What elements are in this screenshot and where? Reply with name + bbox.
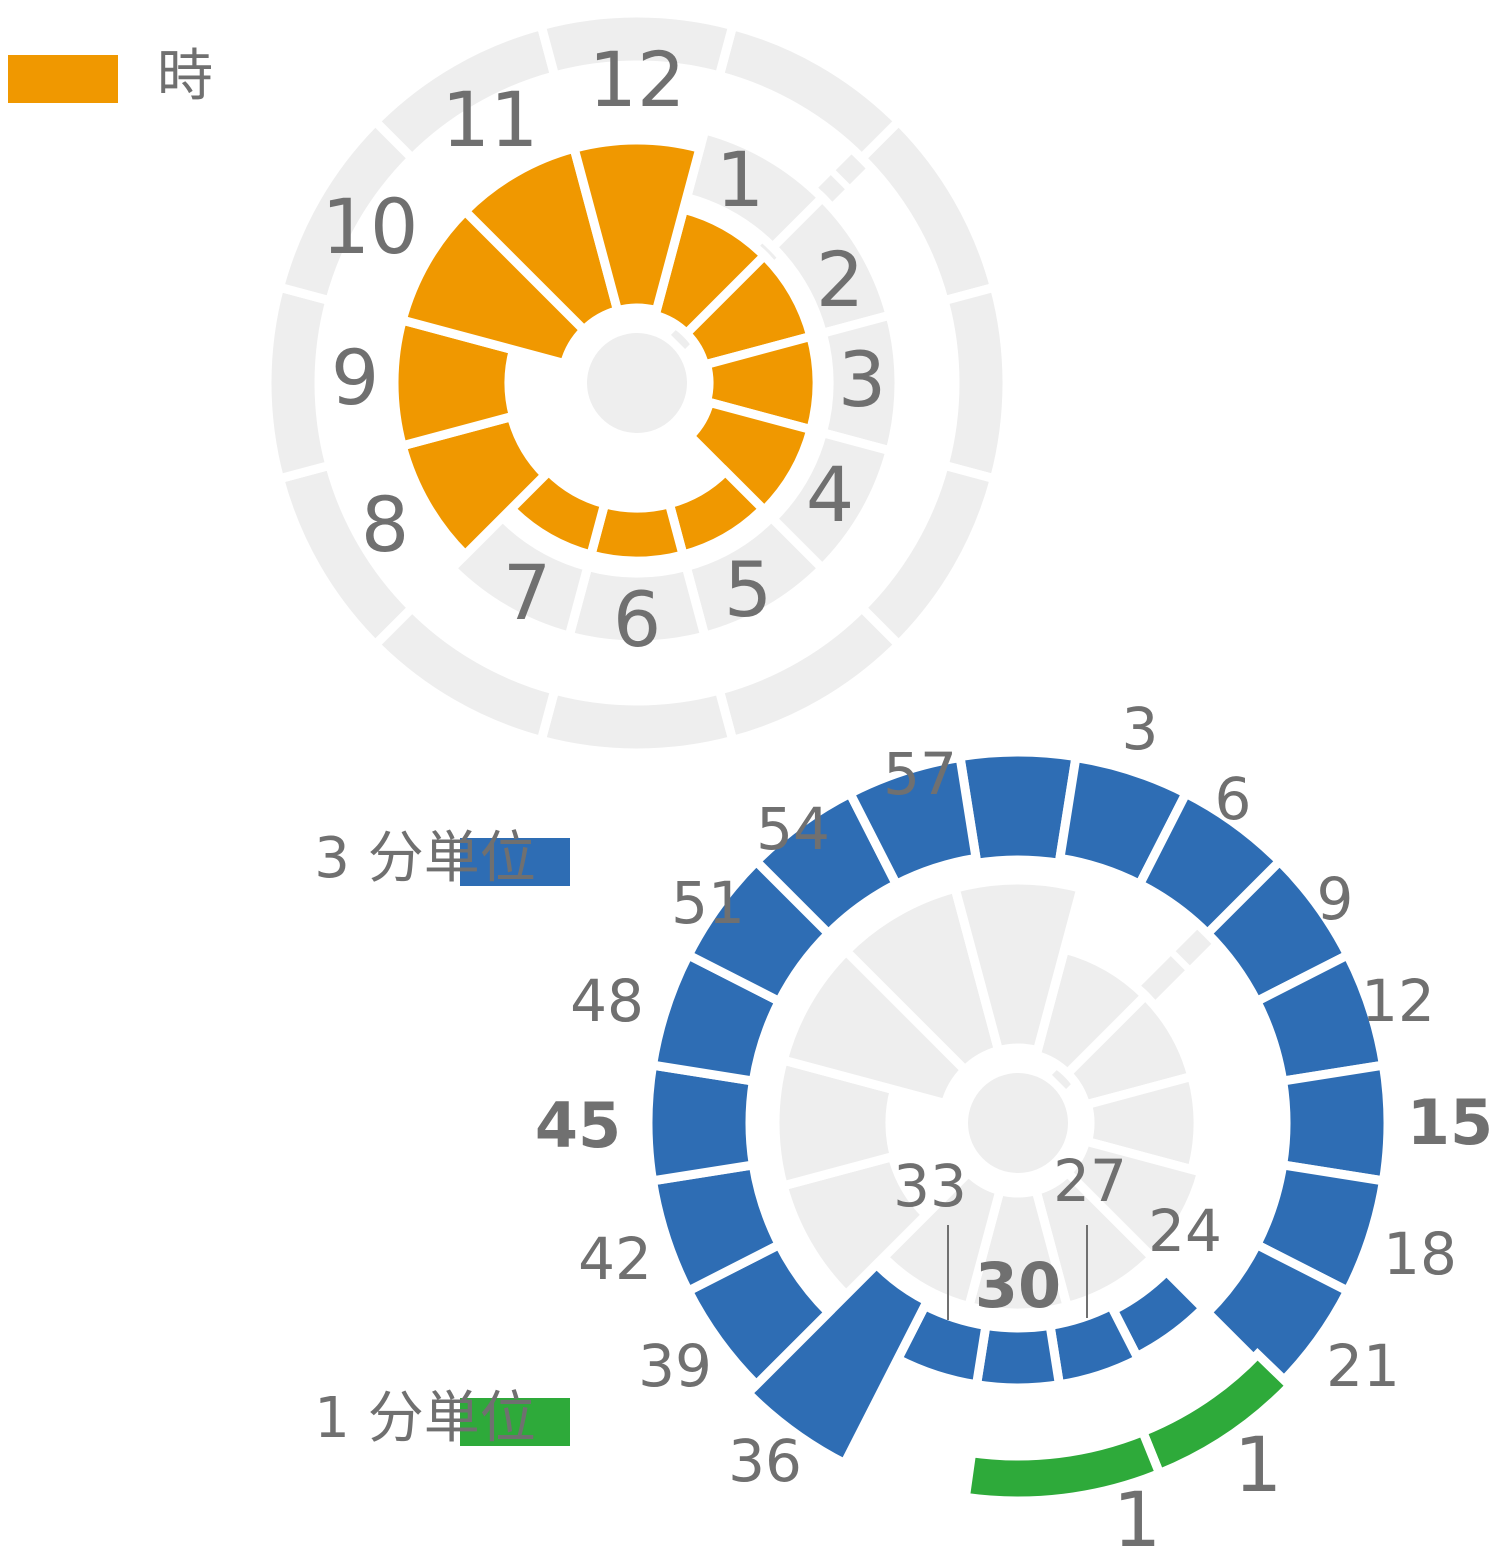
hour-outer-track [535, 684, 739, 758]
minute-label: 45 [535, 1089, 621, 1162]
track-layer [262, 8, 1289, 1318]
hour-label: 3 [838, 335, 886, 424]
minute-label: 54 [756, 795, 830, 863]
hour-center [587, 333, 687, 433]
hour-label: 10 [322, 182, 419, 271]
hour-label: 6 [613, 575, 661, 664]
minute-label: 3 [1122, 695, 1159, 763]
divider-gap [830, 169, 851, 190]
one-minute-label: 1 [1234, 1420, 1282, 1509]
minute-label: 42 [578, 1225, 652, 1293]
minute-label: 30 [975, 1249, 1061, 1322]
legend-label: 1 分単位 [314, 1386, 535, 1451]
minute-label: 12 [1361, 967, 1435, 1035]
hour-outer-track [262, 281, 336, 485]
legend-label: 時 [157, 44, 213, 109]
minute-label: 33 [893, 1152, 967, 1220]
legend-label: 3 分単位 [314, 826, 535, 891]
minute-label: 15 [1407, 1086, 1493, 1159]
hour-outer-track [855, 459, 1000, 651]
hour-outer-track [855, 115, 1000, 307]
hour-outer-track [535, 8, 739, 82]
minute-segment[interactable] [741, 1258, 934, 1470]
minute-label: 24 [1148, 1197, 1222, 1265]
legend-swatch [460, 838, 570, 886]
legend-swatch [8, 55, 118, 103]
hour-label: 9 [331, 333, 379, 422]
hour-label: 12 [589, 35, 686, 124]
minute-label: 21 [1326, 1332, 1400, 1400]
minute-label: 48 [570, 967, 644, 1035]
minute-inner-track [877, 1166, 1006, 1313]
hour-label: 1 [716, 135, 764, 224]
one-minute-segment[interactable] [960, 1425, 1166, 1506]
minute-segment[interactable] [843, 752, 982, 891]
minute-label: 39 [638, 1332, 712, 1400]
minute-label: 57 [883, 740, 957, 808]
hour-label: 11 [442, 75, 539, 164]
minute-label: 18 [1383, 1220, 1457, 1288]
divider-gap [1170, 950, 1191, 971]
minute-inner-track [949, 875, 1087, 1057]
one-minute-label: 1 [1113, 1475, 1161, 1555]
hour-outer-track [938, 281, 1012, 485]
minute-label: 27 [1053, 1147, 1127, 1215]
segment-layer [389, 135, 1393, 1506]
minute-label: 36 [728, 1427, 802, 1495]
hour-label: 4 [806, 450, 854, 539]
hour-label: 8 [361, 480, 409, 569]
hour-inner-track [445, 510, 594, 642]
minute-label: 51 [671, 869, 745, 937]
legend-swatch [460, 1398, 570, 1446]
hour-label: 2 [816, 235, 864, 324]
minute-label: 9 [1317, 865, 1354, 933]
minute-label: 6 [1215, 765, 1252, 833]
minute-center [968, 1073, 1068, 1173]
hour-label: 7 [503, 548, 551, 637]
hour-segment[interactable] [568, 135, 706, 317]
minute-segment[interactable] [1201, 1238, 1354, 1391]
hour-label: 5 [724, 545, 772, 634]
